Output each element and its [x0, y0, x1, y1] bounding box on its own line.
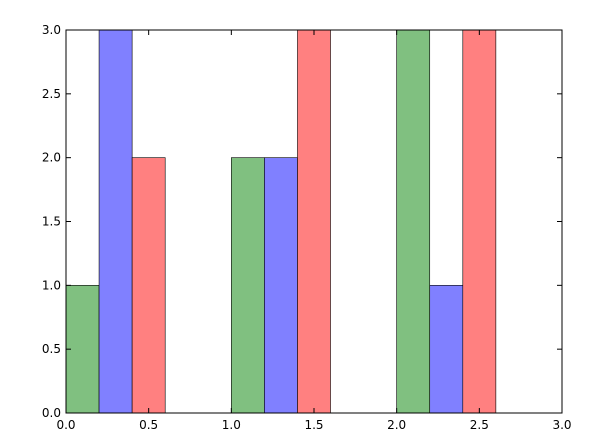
- y-tick-label: 1.0: [42, 278, 61, 292]
- bar-series-3-1: [131, 157, 166, 414]
- x-tick-label: 2.5: [470, 418, 489, 432]
- bar-series-3-3: [462, 29, 497, 414]
- bar-series-1-2: [231, 157, 265, 414]
- y-tick-label: 0.0: [42, 406, 61, 420]
- y-tick-label: 2.5: [42, 87, 61, 101]
- bar-series-2-2: [264, 157, 298, 414]
- x-tick-label: 3.0: [552, 418, 571, 432]
- x-tick-label: 0.5: [139, 418, 158, 432]
- y-tick-label: 1.5: [42, 215, 61, 229]
- y-tick-label: 3.0: [42, 23, 61, 37]
- bar-series-3-2: [297, 29, 331, 414]
- x-tick-label: 1.5: [304, 418, 323, 432]
- bar-series-2-1: [98, 29, 133, 414]
- x-tick-label: 1.0: [222, 418, 241, 432]
- bar-series-1-1: [65, 285, 100, 414]
- x-tick-label: 2.0: [387, 418, 406, 432]
- bar-series-2-3: [429, 285, 464, 414]
- bar-series-1-3: [396, 29, 431, 414]
- y-tick-label: 0.5: [42, 342, 61, 356]
- tick-labels-layer: 0.0 0.5 1.0 1.5 2.0 2.5 3.0 0.0 0.5 1.0 1.5 2.0 2.5 3…: [42, 23, 572, 432]
- y-tick-label: 2.0: [42, 151, 61, 165]
- bars-layer: [65, 29, 497, 414]
- plot-frame: [65, 29, 563, 414]
- x-tick-label: 0.0: [56, 418, 75, 432]
